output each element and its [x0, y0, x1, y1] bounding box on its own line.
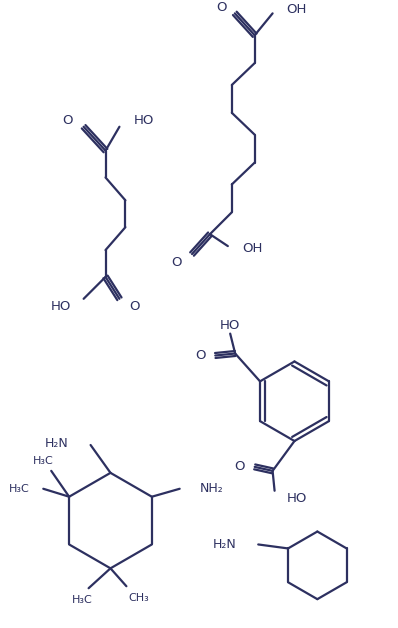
Text: NH₂: NH₂: [199, 482, 223, 495]
Text: HO: HO: [50, 300, 71, 313]
Text: O: O: [195, 349, 205, 362]
Text: O: O: [62, 114, 73, 127]
Text: O: O: [129, 300, 140, 313]
Text: CH₃: CH₃: [128, 593, 149, 603]
Text: H₃C: H₃C: [33, 456, 54, 466]
Text: O: O: [217, 1, 227, 14]
Text: H₃C: H₃C: [72, 595, 93, 605]
Text: OH: OH: [242, 242, 262, 254]
Text: HO: HO: [220, 319, 240, 332]
Text: O: O: [172, 256, 182, 269]
Text: H₃C: H₃C: [9, 484, 29, 494]
Text: HO: HO: [133, 114, 154, 127]
Text: HO: HO: [287, 492, 307, 505]
Text: O: O: [234, 460, 245, 474]
Text: OH: OH: [287, 3, 307, 16]
Text: H₂N: H₂N: [45, 436, 69, 450]
Text: H₂N: H₂N: [213, 538, 236, 551]
